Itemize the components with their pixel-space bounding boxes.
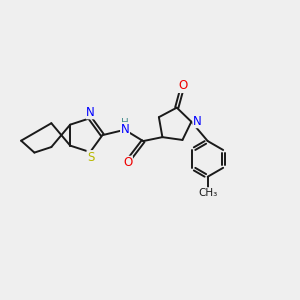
Text: O: O [178, 80, 188, 92]
Text: N: N [121, 123, 129, 136]
Text: CH₃: CH₃ [198, 188, 217, 198]
Text: H: H [121, 118, 129, 128]
Text: S: S [87, 151, 94, 164]
Text: N: N [86, 106, 95, 119]
Text: N: N [193, 115, 202, 128]
Text: O: O [123, 156, 132, 169]
